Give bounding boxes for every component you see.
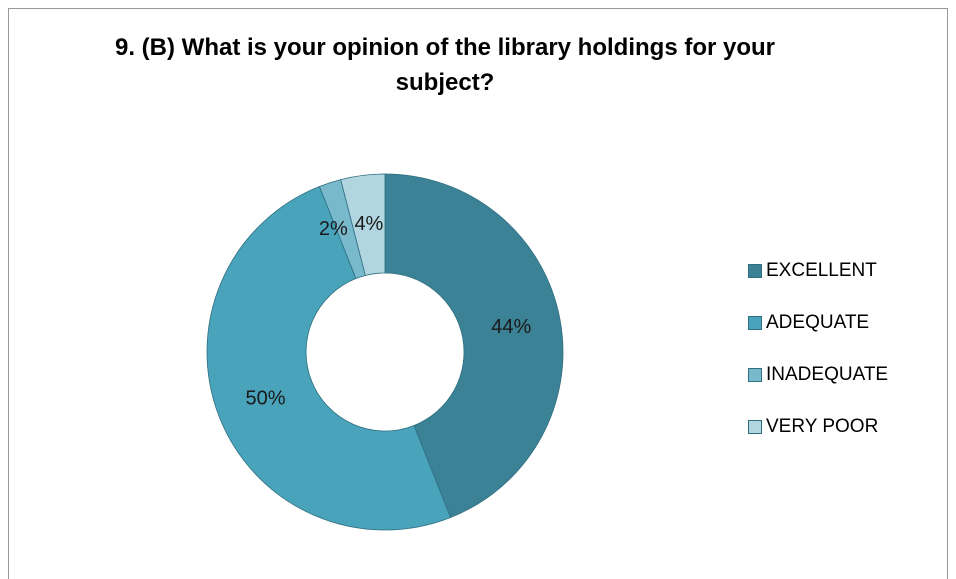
chart-legend: EXCELLENT ADEQUATE INADEQUATE VERY POOR: [748, 258, 888, 466]
legend-item-very-poor: VERY POOR: [748, 414, 888, 440]
legend-item-excellent: EXCELLENT: [748, 258, 888, 284]
legend-swatch: [748, 316, 762, 330]
legend-label: ADEQUATE: [766, 312, 870, 333]
donut-slices: [206, 173, 564, 531]
legend-swatch: [748, 264, 762, 278]
slice-very-poor: [340, 173, 386, 276]
legend-swatch: [748, 420, 762, 434]
legend-item-inadequate: INADEQUATE: [748, 362, 888, 388]
legend-label: INADEQUATE: [766, 364, 889, 385]
slice-excellent: [384, 173, 564, 519]
data-label-very-poor: 4%: [354, 213, 383, 235]
data-label-inadequate: 2%: [319, 218, 348, 240]
legend-label: VERY POOR: [766, 416, 879, 437]
slice-adequate: [206, 185, 452, 531]
chart-title: 9. (B) What is your opinion of the libra…: [115, 34, 775, 96]
data-label-excellent: 44%: [491, 316, 531, 338]
slice-labels: 44% 50% 2% 4%: [246, 213, 532, 410]
data-label-adequate: 50%: [246, 388, 286, 410]
legend-swatch: [748, 368, 762, 382]
legend-item-adequate: ADEQUATE: [748, 310, 888, 336]
legend-label: EXCELLENT: [766, 260, 877, 281]
